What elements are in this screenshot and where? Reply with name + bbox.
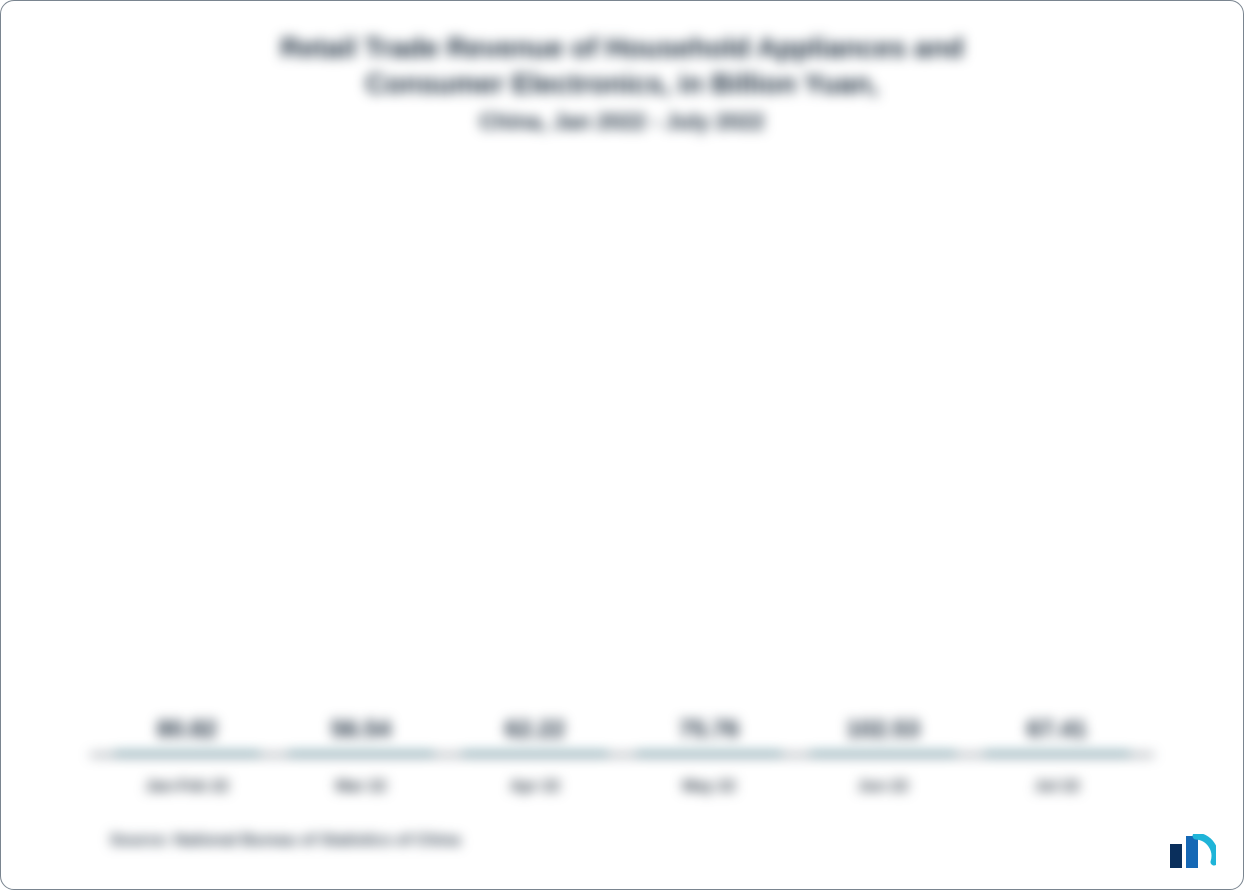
x-axis-label: Jun 22 xyxy=(810,778,956,796)
chart-container: Retail Trade Revenue of Household Applia… xyxy=(0,0,1244,890)
bar-value-label: 62.22 xyxy=(505,716,565,744)
bar-rect xyxy=(462,752,608,754)
bar-rect xyxy=(984,752,1130,754)
bar-2: 62.22 xyxy=(462,716,608,754)
bar-3: 75.76 xyxy=(636,716,782,754)
bar-rect xyxy=(636,752,782,754)
bar-value-label: 75.76 xyxy=(679,716,739,744)
bar-4: 102.53 xyxy=(810,716,956,754)
bar-value-label: 102.53 xyxy=(846,716,919,744)
bar-value-label: 56.54 xyxy=(331,716,391,744)
bar-1: 56.54 xyxy=(288,716,434,754)
plot-region: 80.82 56.54 62.22 75.76 102.53 67.41 xyxy=(90,168,1154,756)
x-axis-label: Mar 22 xyxy=(288,778,434,796)
x-axis-label: Jul 22 xyxy=(984,778,1130,796)
bar-rect xyxy=(114,752,260,754)
x-axis-label: Apr 22 xyxy=(462,778,608,796)
chart-plot-area: 80.82 56.54 62.22 75.76 102.53 67.41 Jan-Feb … xyxy=(90,168,1154,816)
bar-rect xyxy=(810,752,956,754)
chart-subtitle: China, Jan 2022 - July 2022 xyxy=(50,107,1194,138)
x-axis-label: May 22 xyxy=(636,778,782,796)
source-attribution: Source: National Bureau of Statistics of… xyxy=(110,832,1194,850)
bar-value-label: 67.41 xyxy=(1027,716,1087,744)
x-axis-labels: Jan-Feb 22 Mar 22 Apr 22 May 22 Jun 22 Jul 22 xyxy=(90,778,1154,796)
title-line-1: Retail Trade Revenue of Household Applia… xyxy=(50,30,1194,66)
bar-value-label: 80.82 xyxy=(157,716,217,744)
brand-logo-icon xyxy=(1166,834,1216,868)
x-axis-label: Jan-Feb 22 xyxy=(114,778,260,796)
bar-rect xyxy=(288,752,434,754)
bar-5: 67.41 xyxy=(984,716,1130,754)
title-line-2: Consumer Electronics, in Billion Yuan, xyxy=(50,66,1194,102)
bar-0: 80.82 xyxy=(114,716,260,754)
chart-title-block: Retail Trade Revenue of Household Applia… xyxy=(50,30,1194,138)
bars-group: 80.82 56.54 62.22 75.76 102.53 67.41 xyxy=(90,168,1154,754)
